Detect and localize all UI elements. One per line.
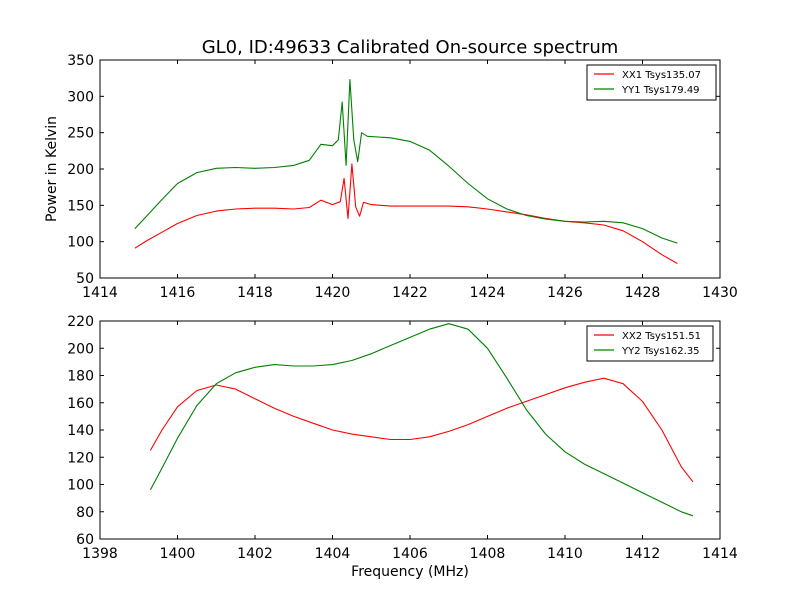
x-tick-label: 1430 — [702, 285, 738, 301]
x-tick-label: 1428 — [625, 285, 661, 301]
subplot-bottom: 1398 1400 1402 1404 1406 1408 1410 1412 1414 60 80… — [67, 314, 738, 580]
legend-box — [586, 64, 717, 101]
x-tick-label: 1398 — [82, 546, 118, 562]
x-tick-label: 1400 — [160, 546, 196, 562]
subplot-top: 1414 1416 1418 1420 1422 1424 1426 1428 1430 50 10… — [44, 53, 738, 301]
x-tick-label: 1414 — [702, 546, 738, 562]
legend-entry: YY1 Tsys179.49 — [621, 85, 700, 96]
y-tick-label: 150 — [67, 198, 94, 214]
x-tick-label: 1416 — [160, 285, 196, 301]
y-tick-label: 300 — [67, 89, 94, 105]
y-tick-label: 250 — [67, 126, 94, 142]
x-tick-label: 1418 — [237, 285, 273, 301]
series-line-xx2 — [149, 377, 694, 483]
y-tick-label: 220 — [67, 314, 94, 330]
x-tick-label: 1402 — [237, 546, 273, 562]
figure-title: GL0, ID:49633 Calibrated On-source spect… — [202, 37, 619, 58]
y-tick-label: 350 — [67, 53, 94, 69]
y-tick-label: 180 — [67, 369, 94, 385]
x-tick-label: 1424 — [470, 285, 506, 301]
y-tick-label: 120 — [67, 450, 94, 466]
legend-box — [586, 325, 714, 362]
legend-entry: XX2 Tsys151.51 — [622, 331, 701, 342]
x-tick-label: 1410 — [547, 546, 583, 562]
x-tick-label: 1408 — [470, 546, 506, 562]
x-tick-label: 1404 — [315, 546, 351, 562]
y-tick-label: 200 — [67, 341, 94, 357]
y-axis-label: Power in Kelvin — [44, 116, 60, 222]
legend-entry: YY2 Tsys162.35 — [621, 346, 700, 357]
series-line-xx1 — [134, 163, 678, 264]
series-line-yy2 — [149, 323, 694, 517]
x-tick-label: 1406 — [392, 546, 428, 562]
series-line-yy1 — [134, 79, 678, 244]
y-tick-label: 160 — [67, 396, 94, 412]
x-tick-label: 1426 — [547, 285, 583, 301]
legend-entry: XX1 Tsys135.07 — [622, 70, 701, 81]
x-tick-label: 1412 — [625, 546, 661, 562]
y-tick-label: 60 — [76, 532, 94, 548]
y-tick-label: 80 — [76, 505, 94, 521]
x-tick-label: 1420 — [315, 285, 351, 301]
x-axis-label: Frequency (MHz) — [351, 564, 469, 580]
x-tick-label: 1414 — [82, 285, 118, 301]
y-tick-label: 100 — [67, 478, 94, 494]
x-tick-label: 1422 — [392, 285, 428, 301]
y-tick-label: 100 — [67, 235, 94, 251]
y-tick-label: 50 — [76, 271, 94, 287]
y-tick-label: 140 — [67, 423, 94, 439]
y-tick-label: 200 — [67, 162, 94, 178]
